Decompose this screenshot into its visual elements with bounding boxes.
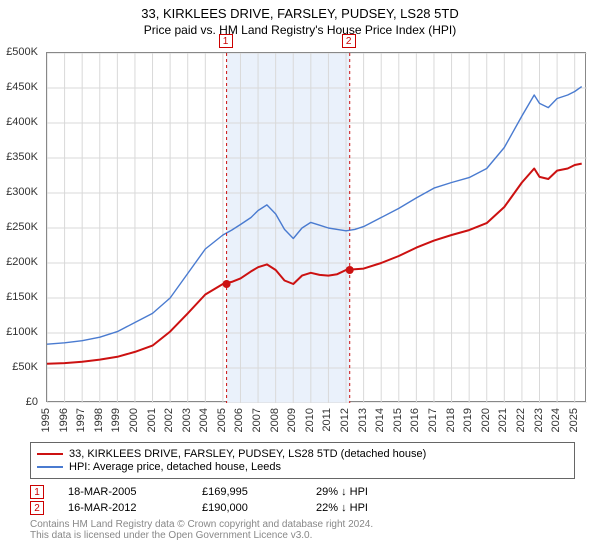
x-tick-label: 2024: [550, 408, 562, 432]
y-tick-label: £50K: [12, 361, 38, 373]
y-tick-label: £300K: [6, 186, 38, 198]
x-tick-label: 2021: [497, 408, 509, 432]
legend-row: HPI: Average price, detached house, Leed…: [37, 461, 568, 473]
y-tick-label: £250K: [6, 221, 38, 233]
chart-subtitle: Price paid vs. HM Land Registry's House …: [0, 21, 600, 41]
x-tick-label: 2018: [445, 408, 457, 432]
x-tick-label: 2004: [198, 408, 210, 432]
x-tick-label: 2000: [128, 408, 140, 432]
y-tick-label: £350K: [6, 151, 38, 163]
x-tick-label: 2001: [146, 408, 158, 432]
footer: 33, KIRKLEES DRIVE, FARSLEY, PUDSEY, LS2…: [30, 442, 575, 541]
x-tick-label: 2022: [515, 408, 527, 432]
x-tick-label: 1996: [58, 408, 70, 432]
y-tick-label: £450K: [6, 81, 38, 93]
x-tick-label: 2003: [181, 408, 193, 432]
x-tick-label: 2016: [409, 408, 421, 432]
x-tick-label: 2011: [321, 408, 333, 432]
x-tick-label: 1995: [40, 408, 52, 432]
x-tick-label: 1997: [75, 408, 87, 432]
marker-label: 1: [219, 34, 233, 48]
y-tick-label: £200K: [6, 256, 38, 268]
plot-area: [46, 52, 586, 402]
legend-swatch: [37, 466, 63, 468]
x-tick-label: 2023: [533, 408, 545, 432]
marker-label: 2: [342, 34, 356, 48]
x-tick-label: 2002: [163, 408, 175, 432]
legend-row: 33, KIRKLEES DRIVE, FARSLEY, PUDSEY, LS2…: [37, 448, 568, 460]
x-tick-label: 2025: [568, 408, 580, 432]
attribution: Contains HM Land Registry data © Crown c…: [30, 519, 575, 541]
x-tick-label: 2020: [480, 408, 492, 432]
x-tick-label: 2015: [392, 408, 404, 432]
x-tick-label: 2007: [251, 408, 263, 432]
trade-price: £190,000: [202, 502, 292, 514]
chart-area: £0£50K£100K£150K£200K£250K£300K£350K£400…: [46, 52, 586, 402]
attrib-line-1: Contains HM Land Registry data © Crown c…: [30, 519, 575, 530]
x-tick-label: 2012: [339, 408, 351, 432]
trades-table: 1 18-MAR-2005 £169,995 29% ↓ HPI 2 16-MAR-201…: [30, 485, 575, 515]
x-tick-label: 1998: [93, 408, 105, 432]
x-tick-label: 2008: [269, 408, 281, 432]
x-tick-label: 2006: [233, 408, 245, 432]
legend-box: 33, KIRKLEES DRIVE, FARSLEY, PUDSEY, LS2…: [30, 442, 575, 479]
x-tick-label: 2005: [216, 408, 228, 432]
x-tick-label: 2010: [304, 408, 316, 432]
x-tick-label: 2014: [374, 408, 386, 432]
trade-marker-box: 1: [30, 485, 44, 499]
trade-delta: 22% ↓ HPI: [316, 502, 368, 514]
x-tick-label: 2019: [462, 408, 474, 432]
x-tick-label: 2017: [427, 408, 439, 432]
y-tick-label: £0: [26, 396, 38, 408]
trade-date: 18-MAR-2005: [68, 486, 178, 498]
chart-container: 33, KIRKLEES DRIVE, FARSLEY, PUDSEY, LS2…: [0, 0, 600, 560]
plot-svg: [47, 53, 587, 403]
trade-marker-box: 2: [30, 501, 44, 515]
trade-row: 2 16-MAR-2012 £190,000 22% ↓ HPI: [30, 501, 575, 515]
y-tick-label: £150K: [6, 291, 38, 303]
trade-row: 1 18-MAR-2005 £169,995 29% ↓ HPI: [30, 485, 575, 499]
legend-label: HPI: Average price, detached house, Leed…: [69, 461, 281, 473]
legend-swatch: [37, 453, 63, 455]
attrib-line-2: This data is licensed under the Open Gov…: [30, 530, 575, 541]
y-tick-label: £500K: [6, 46, 38, 58]
x-tick-label: 2009: [286, 408, 298, 432]
chart-title: 33, KIRKLEES DRIVE, FARSLEY, PUDSEY, LS2…: [0, 0, 600, 21]
trade-delta: 29% ↓ HPI: [316, 486, 368, 498]
trade-date: 16-MAR-2012: [68, 502, 178, 514]
legend-label: 33, KIRKLEES DRIVE, FARSLEY, PUDSEY, LS2…: [69, 448, 426, 460]
x-tick-label: 1999: [110, 408, 122, 432]
y-tick-label: £400K: [6, 116, 38, 128]
y-tick-label: £100K: [6, 326, 38, 338]
x-tick-label: 2013: [357, 408, 369, 432]
trade-price: £169,995: [202, 486, 292, 498]
